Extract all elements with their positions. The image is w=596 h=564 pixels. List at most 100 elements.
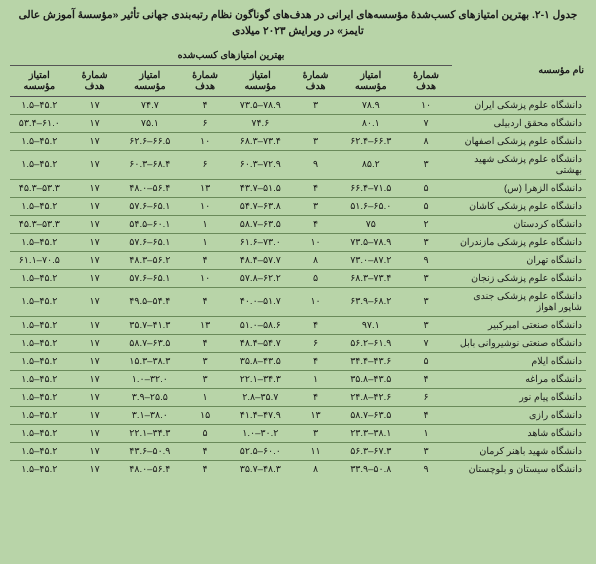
data-cell: ۳ [290,96,342,114]
institution-name-cell: دانشگاه علوم پزشکی شهید بهشتی [452,150,586,179]
data-cell: ۵۷.۶–۶۵.۱ [121,233,180,251]
data-cell: ۱۵.۳–۳۸.۳ [121,352,180,370]
data-cell: ۵۸.۷–۶۳.۵ [231,215,290,233]
data-cell: ۱.۵–۴۵.۲ [10,334,69,352]
data-cell: ۴۸.۳–۵۶.۲ [121,251,180,269]
data-cell: ۶ [400,388,452,406]
data-cell: ۸ [290,251,342,269]
data-cell: ۳ [290,132,342,150]
data-cell: ۱۳ [179,316,231,334]
data-cell: ۱.۰–۳۲.۰ [121,370,180,388]
institution-name-cell: دانشگاه صنعتی امیرکبیر [452,316,586,334]
data-cell: ۳۵.۸–۴۳.۵ [342,370,401,388]
data-cell: ۷۳.۰–۸۷.۲ [342,251,401,269]
data-cell: ۱۰ [400,96,452,114]
table-row: دانشگاه صنعتی نوشیروانی بابل۷۵۶.۲–۶۱.۹۶۴… [10,334,586,352]
table-row: دانشگاه تهران۹۷۳.۰–۸۷.۲۸۴۸.۴–۵۷.۷۴۴۸.۳–۵… [10,251,586,269]
data-cell: ۵ [400,197,452,215]
data-cell: ۴۳.۷–۵۱.۵ [231,179,290,197]
data-cell: ۷۸.۹ [342,96,401,114]
data-cell: ۱.۵–۴۵.۲ [10,388,69,406]
data-cell: ۳ [179,352,231,370]
data-cell: ۵ [290,269,342,287]
table-row: دانشگاه علوم پزشکی زنجان۳۶۸.۳–۷۳.۴۵۵۷.۸–… [10,269,586,287]
data-cell: ۴ [179,334,231,352]
col-score-2: امتیاز مؤسسه [231,65,290,96]
institution-name-cell: دانشگاه رازی [452,406,586,424]
table-row: دانشگاه علوم پزشکی مازندران۳۷۳.۵–۷۸.۹۱۰۶… [10,233,586,251]
data-cell: ۶۰.۳–۷۲.۹ [231,150,290,179]
table-row: دانشگاه کردستان۲۷۵۴۵۸.۷–۶۳.۵۱۵۴.۵–۶۰.۱۱۷… [10,215,586,233]
data-cell: ۱۷ [69,316,121,334]
data-cell: ۱۷ [69,406,121,424]
data-cell: ۱ [179,388,231,406]
data-cell: ۷ [400,334,452,352]
data-cell: ۱.۵–۴۵.۲ [10,96,69,114]
institution-name-cell: دانشگاه علوم پزشکی اصفهان [452,132,586,150]
col-best-scores: بهترین امتیازهای کسب‌شده [10,46,452,66]
data-cell: ۱.۵–۴۵.۲ [10,352,69,370]
data-cell: ۵۳.۴–۶۱.۰ [10,114,69,132]
data-cell: ۱۷ [69,114,121,132]
data-cell: ۱۷ [69,424,121,442]
data-cell: ۷۵ [342,215,401,233]
data-cell: ۳۵.۷–۴۱.۳ [121,316,180,334]
data-cell: ۹ [400,460,452,478]
data-cell: ۱۷ [69,233,121,251]
data-cell: ۴۸.۰–۵۶.۴ [121,179,180,197]
col-goal-2: شمارهٔ هدف [290,65,342,96]
data-cell: ۱۷ [69,215,121,233]
data-cell: ۱ [400,424,452,442]
data-cell: ۲.۸–۳۵.۷ [231,388,290,406]
data-cell: ۱۷ [69,150,121,179]
data-cell: ۲۳.۳–۳۸.۱ [342,424,401,442]
data-cell: ۴ [290,316,342,334]
data-cell: ۴ [290,352,342,370]
table-row: دانشگاه شاهد۱۲۳.۳–۳۸.۱۳۱.۰–۳۰.۲۵۲۲.۱–۳۴.… [10,424,586,442]
table-row: دانشگاه سیستان و بلوچستان۹۳۳.۹–۵۰.۸۸۳۵.۷… [10,460,586,478]
data-cell: ۱۷ [69,132,121,150]
data-cell: ۴۸.۴–۵۴.۷ [231,334,290,352]
data-cell: ۵۷.۸–۶۲.۲ [231,269,290,287]
data-cell: ۵۱.۶–۶۵.۰ [342,197,401,215]
data-cell: ۲ [400,215,452,233]
data-cell: ۱۷ [69,352,121,370]
table-row: دانشگاه شهید باهنر کرمان۳۵۶.۳–۶۷.۳۱۱۵۲.۵… [10,442,586,460]
data-cell: ۵۴.۷–۶۳.۸ [231,197,290,215]
data-cell: ۴۱.۴–۴۷.۹ [231,406,290,424]
table-row: دانشگاه علوم پزشکی ایران۱۰۷۸.۹۳۷۳.۵–۷۸.۹… [10,96,586,114]
data-cell: ۴ [179,96,231,114]
data-cell: ۴۵.۳–۵۳.۳ [10,215,69,233]
table-row: دانشگاه صنعتی امیرکبیر۳۹۷.۱۴۵۱.۰–۵۸.۶۱۳۳… [10,316,586,334]
data-cell: ۱۷ [69,442,121,460]
data-cell: ۱۰ [290,233,342,251]
col-score-1: امتیاز مؤسسه [342,65,401,96]
data-cell: ۴۸.۰–۵۶.۴ [121,460,180,478]
institution-name-cell: دانشگاه ایلام [452,352,586,370]
data-cell: ۱.۰–۳۰.۲ [231,424,290,442]
data-cell: ۱۰ [179,132,231,150]
data-cell: ۴۳.۶–۵۰.۹ [121,442,180,460]
data-cell: ۵۶.۲–۶۱.۹ [342,334,401,352]
data-cell: ۳۴.۴–۴۳.۶ [342,352,401,370]
table-row: دانشگاه علوم پزشکی شهید بهشتی۳۸۵.۲۹۶۰.۳–… [10,150,586,179]
data-cell: ۱۰ [179,269,231,287]
data-cell: ۱۷ [69,388,121,406]
data-cell: ۷۳.۵–۷۸.۹ [231,96,290,114]
table-row: دانشگاه علوم پزشکی کاشان۵۵۱.۶–۶۵.۰۳۵۴.۷–… [10,197,586,215]
data-cell: ۲۴.۸–۴۲.۶ [342,388,401,406]
data-cell: ۶۸.۳–۷۳.۴ [231,132,290,150]
data-cell: ۱.۵–۴۵.۲ [10,197,69,215]
table-row: دانشگاه ایلام۵۳۴.۴–۴۳.۶۴۳۵.۸–۴۳.۵۳۱۵.۳–۳… [10,352,586,370]
data-cell: ۴۵.۳–۵۳.۳ [10,179,69,197]
data-cell: ۱.۵–۴۵.۲ [10,150,69,179]
data-cell: ۶ [179,114,231,132]
data-cell: ۷ [400,114,452,132]
data-cell: ۴ [400,370,452,388]
data-cell: ۱۷ [69,334,121,352]
ranking-table: نام مؤسسه بهترین امتیازهای کسب‌شده شماره… [10,46,586,478]
data-cell: ۸۵.۲ [342,150,401,179]
table-title: جدول ۱-۲. بهترین امتیازهای کسب‌شدهٔ مؤسس… [10,8,586,40]
col-goal-1: شمارهٔ هدف [400,65,452,96]
table-row: دانشگاه پیام نور۶۲۴.۸–۴۲.۶۴۲.۸–۳۵.۷۱۳.۹–… [10,388,586,406]
